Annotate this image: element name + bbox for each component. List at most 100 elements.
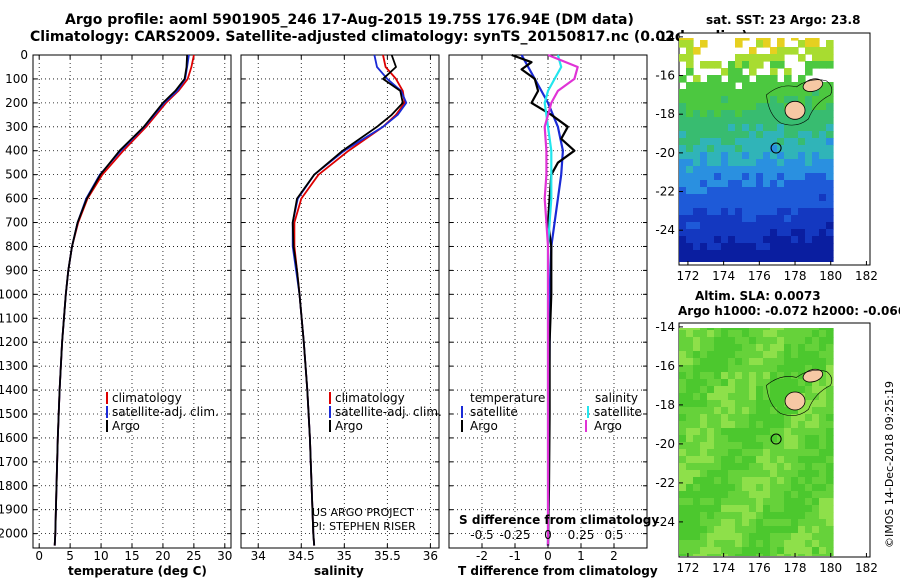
depth-tick-label: 100 (5, 72, 28, 86)
map-cell (784, 229, 792, 237)
map-cell (784, 477, 792, 485)
map-cell (749, 540, 757, 548)
map-cell (714, 526, 722, 534)
map-cell (812, 229, 820, 237)
map-cell (686, 152, 694, 160)
map-cell (791, 38, 799, 41)
map-cell (805, 547, 813, 555)
map-cell (735, 400, 743, 408)
map-cell (763, 547, 771, 555)
map-cell (707, 463, 715, 471)
map-cell (770, 498, 778, 506)
map-cell (756, 498, 764, 506)
map-cell (686, 526, 694, 534)
map-cell (819, 351, 827, 359)
map-cell (686, 414, 694, 422)
map-cell (812, 110, 820, 118)
x-tick-label: 36 (423, 549, 438, 563)
map-cell (735, 131, 743, 139)
map-cell (798, 491, 806, 499)
map-cell (749, 498, 757, 506)
map-cell (679, 145, 687, 153)
map-cell (714, 463, 722, 471)
map-cell (791, 533, 799, 541)
title-line2: Climatology: CARS2009. Satellite-adjuste… (30, 29, 748, 45)
map-cell (693, 47, 701, 55)
map-cell (791, 351, 799, 359)
map-cell (679, 435, 687, 443)
map-cell (770, 379, 778, 387)
map-cell (763, 414, 771, 422)
map-cell (791, 540, 799, 548)
map-cell (798, 421, 806, 429)
map-cell (721, 421, 729, 429)
map-cell (756, 96, 764, 104)
map-cell (749, 435, 757, 443)
map-cell (749, 547, 757, 555)
map-cell (805, 463, 813, 471)
map-cell (826, 117, 834, 125)
map-cell (784, 505, 792, 513)
map-cell (735, 250, 743, 258)
map-cell (784, 365, 792, 373)
map-cell (819, 166, 827, 174)
map-cell (763, 449, 771, 457)
map-cell (735, 54, 743, 62)
map-cell (686, 54, 694, 62)
map-cell (777, 173, 785, 181)
map-cell (798, 526, 806, 534)
map-cell (749, 372, 757, 380)
map-cell (791, 505, 799, 513)
difference-series (511, 53, 579, 546)
map-cell (735, 386, 743, 394)
map-cell (770, 194, 778, 202)
map-cell (784, 463, 792, 471)
map-cell (728, 491, 736, 499)
map-cell (749, 124, 757, 132)
map-cell (735, 491, 743, 499)
map-cell (784, 222, 792, 230)
map-cell (686, 547, 694, 555)
map-cell (763, 187, 771, 195)
map-cell (798, 117, 806, 125)
map-cell (714, 75, 722, 83)
map-cell (679, 456, 687, 464)
map-cell (777, 250, 785, 258)
map-cell (812, 540, 820, 548)
map-cell (749, 470, 757, 478)
map-cell (693, 344, 701, 352)
map-cell (826, 215, 834, 223)
map-cell (798, 180, 806, 188)
map-cell (784, 498, 792, 506)
map-cell (700, 337, 708, 345)
map-cell (819, 540, 827, 548)
map-cell (805, 498, 813, 506)
map-cell (777, 400, 785, 408)
map-cell (763, 365, 771, 373)
map-cell (686, 201, 694, 209)
map-cell (805, 358, 813, 366)
map-cell (728, 187, 736, 195)
map-cell (735, 187, 743, 195)
map-cell (721, 103, 729, 111)
map-cell (700, 131, 708, 139)
map-cell (784, 152, 792, 160)
map-cell (819, 407, 827, 415)
map-cell (763, 351, 771, 359)
map-cell (700, 351, 708, 359)
map-cell (686, 372, 694, 380)
map-cell (742, 337, 750, 345)
depth-tick-label: 200 (5, 96, 28, 110)
map-cell (812, 40, 820, 48)
map-cell (763, 152, 771, 160)
map-cell (735, 477, 743, 485)
map-cell (791, 152, 799, 160)
map-cell (819, 519, 827, 527)
map-cell (728, 393, 736, 401)
map-cell (700, 519, 708, 527)
map-cell (756, 344, 764, 352)
map-cell (770, 96, 778, 104)
map-cell (742, 449, 750, 457)
map-cell (756, 407, 764, 415)
map-cell (749, 365, 757, 373)
